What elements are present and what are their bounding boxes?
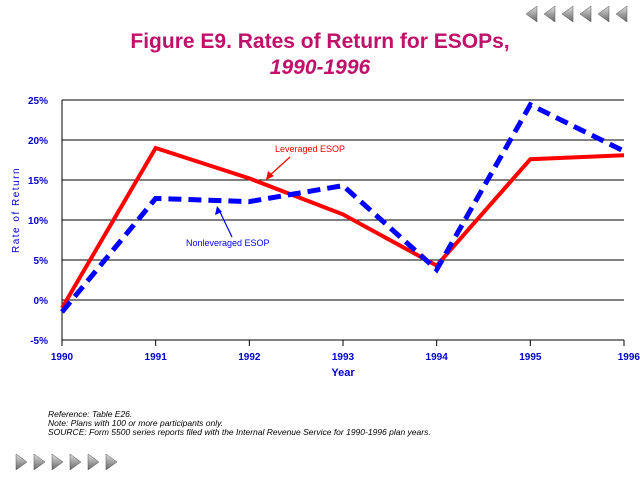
right-arrow-icon[interactable]: [14, 453, 29, 471]
next-slide-buttons: [14, 453, 119, 471]
nonleveraged-arrow: [218, 209, 233, 238]
left-arrow-icon[interactable]: [542, 5, 557, 23]
x-tick-label: 1992: [238, 352, 261, 363]
right-arrow-icon[interactable]: [86, 453, 101, 471]
y-tick-label: -5%: [30, 336, 48, 347]
left-arrow-icon[interactable]: [614, 5, 629, 23]
x-tick-label: 1993: [332, 352, 355, 363]
y-tick-label: 10%: [28, 216, 48, 227]
y-tick-label: 5%: [34, 256, 49, 267]
footnotes: Reference: Table E26. Note: Plans with 1…: [48, 410, 431, 437]
leveraged-arrowhead: [266, 171, 274, 180]
plans-note: Note: Plans with 100 or more participant…: [48, 418, 224, 428]
chart-title: Figure E9. Rates of Return for ESOPs,: [130, 30, 510, 53]
x-tick-label: 1995: [519, 352, 542, 363]
x-tick-label: 1991: [145, 352, 168, 363]
y-tick-label: 20%: [28, 136, 48, 147]
right-arrow-icon[interactable]: [32, 453, 47, 471]
nonleveraged-arrowhead: [215, 206, 222, 215]
reference-note: Reference: Table E26.: [48, 409, 133, 419]
leveraged-arrow: [267, 156, 291, 178]
leveraged-esop-annotation: Leveraged ESOP: [275, 144, 345, 154]
y-tick-label: 25%: [28, 96, 48, 107]
x-tick-label: 1990: [51, 352, 74, 363]
line-chart: 25% 20% 15% 10% 5% 0% -5%1990 1991 1992 1993 1994 1…: [11, 96, 640, 379]
nonleveraged-esop-annotation: Nonleveraged ESOP: [186, 238, 270, 248]
leveraged-esop-line: [60, 145, 625, 310]
chart-subtitle: 1990-1996: [269, 56, 371, 79]
previous-slide-buttons: [524, 5, 629, 23]
right-arrow-icon[interactable]: [50, 453, 65, 471]
source-note: SOURCE: Form 5500 series reports filed w…: [48, 427, 431, 437]
left-arrow-icon[interactable]: [524, 5, 539, 23]
right-arrow-icon[interactable]: [68, 453, 83, 471]
right-arrow-icon[interactable]: [104, 453, 119, 471]
y-tick-label: 0%: [34, 296, 49, 307]
x-axis-label: Year: [331, 367, 355, 379]
y-axis-label: Rate of Return: [11, 167, 22, 253]
x-tick-label: 1996: [618, 352, 640, 363]
left-arrow-icon[interactable]: [578, 5, 593, 23]
left-arrow-icon[interactable]: [596, 5, 611, 23]
nonleveraged-esop-line: [60, 101, 626, 314]
x-tick-label: 1994: [426, 352, 449, 363]
left-arrow-icon[interactable]: [560, 5, 575, 23]
y-tick-label: 15%: [28, 176, 48, 187]
